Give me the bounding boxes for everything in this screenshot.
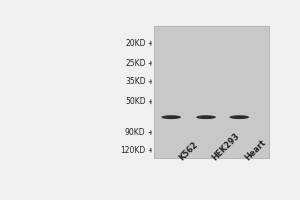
Ellipse shape [196, 115, 216, 119]
Ellipse shape [230, 115, 249, 119]
Text: K562: K562 [177, 140, 200, 163]
Ellipse shape [198, 117, 203, 119]
Text: 120KD: 120KD [120, 146, 146, 155]
Text: HEK293: HEK293 [211, 132, 242, 163]
Text: 25KD: 25KD [125, 59, 146, 68]
Ellipse shape [161, 115, 181, 119]
Bar [154, 26, 269, 158]
Text: Heart: Heart [243, 138, 268, 163]
Text: 20KD: 20KD [125, 39, 146, 48]
Text: 90KD: 90KD [125, 128, 146, 137]
Text: 50KD: 50KD [125, 97, 146, 106]
Ellipse shape [231, 117, 236, 119]
Text: 35KD: 35KD [125, 77, 146, 86]
Ellipse shape [163, 117, 168, 119]
